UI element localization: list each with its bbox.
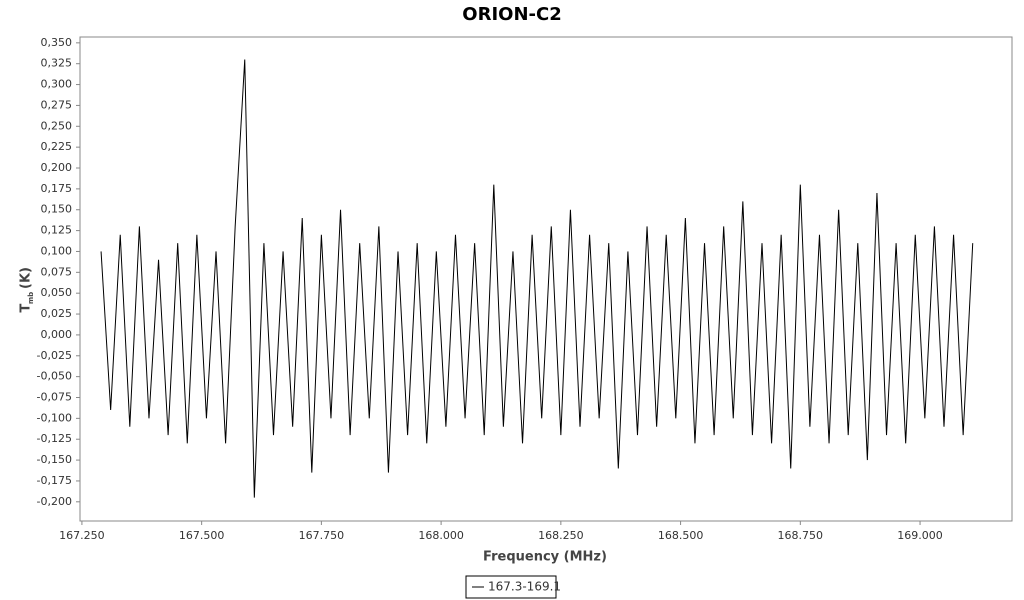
y-tick-label: 0,350 — [41, 36, 73, 49]
legend: 167.3-169.1 — [465, 575, 561, 599]
y-tick-label: 0,300 — [41, 78, 73, 91]
y-tick-label: 0,200 — [41, 161, 73, 174]
y-tick-label: 0,250 — [41, 119, 73, 132]
y-tick-label: -0,050 — [37, 370, 72, 383]
y-axis-label: T mb (K) — [19, 267, 36, 312]
legend-label: 167.3-169.1 — [488, 580, 561, 594]
x-tick-label: 167.250 — [59, 529, 105, 542]
x-tick-label: 167.750 — [299, 529, 345, 542]
y-tick-label: -0,125 — [37, 432, 72, 445]
x-axis-label: Frequency (MHz) — [483, 550, 607, 565]
y-label-sub: mb — [27, 292, 35, 304]
y-tick-label: 0,050 — [41, 286, 73, 299]
x-tick-label: 168.000 — [418, 529, 464, 542]
y-tick-label: 0,175 — [41, 182, 73, 195]
y-tick-label: 0,325 — [41, 57, 73, 70]
legend-box — [465, 575, 557, 599]
y-tick-label: 0,150 — [41, 203, 73, 216]
y-tick-label: -0,200 — [37, 495, 72, 508]
plot-frame — [79, 36, 1013, 522]
y-tick-label: 0,075 — [41, 265, 73, 278]
y-tick-label: -0,100 — [37, 411, 72, 424]
y-tick-label: 0,100 — [41, 244, 73, 257]
y-label-unit: (K) — [19, 267, 34, 289]
y-tick-label: 0,025 — [41, 307, 73, 320]
spectrum-line — [100, 59, 974, 498]
x-tick-label: 167.500 — [179, 529, 225, 542]
chart-title: ORION-C2 — [462, 4, 561, 25]
x-tick-label: 169.000 — [897, 529, 943, 542]
x-tick-label: 168.750 — [778, 529, 824, 542]
y-tick-label: 0,225 — [41, 140, 73, 153]
y-label-main: T — [19, 303, 34, 312]
x-tick-label: 168.500 — [658, 529, 704, 542]
y-tick-label: -0,075 — [37, 390, 72, 403]
x-tick-label: 168.250 — [538, 529, 584, 542]
y-tick-label: 0,275 — [41, 98, 73, 111]
y-tick-label: 0,125 — [41, 224, 73, 237]
y-tick-label: -0,150 — [37, 453, 72, 466]
y-tick-label: -0,175 — [37, 474, 72, 487]
y-tick-label: -0,025 — [37, 349, 72, 362]
y-tick-label: 0,000 — [41, 328, 73, 341]
